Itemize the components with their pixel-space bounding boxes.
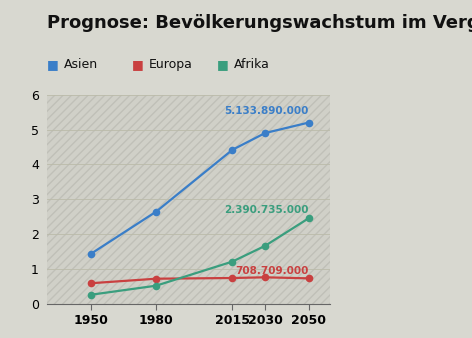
Asien — [306, 121, 312, 125]
Line: Europa: Europa — [87, 273, 312, 287]
Text: ■: ■ — [47, 58, 59, 71]
Text: Afrika: Afrika — [234, 58, 270, 71]
Line: Afrika: Afrika — [87, 214, 312, 298]
Text: ■: ■ — [132, 58, 144, 71]
Line: Asien: Asien — [87, 119, 312, 258]
Afrika — [262, 244, 268, 248]
Afrika — [88, 293, 93, 297]
Europa — [229, 276, 235, 280]
Text: 708.709.000: 708.709.000 — [235, 266, 309, 275]
Europa — [153, 277, 159, 281]
Afrika — [306, 216, 312, 220]
Asien — [262, 131, 268, 135]
Asien — [229, 148, 235, 152]
Text: 5.133.890.000: 5.133.890.000 — [224, 106, 309, 116]
Asien — [88, 252, 93, 256]
Europa — [262, 275, 268, 279]
Text: Asien: Asien — [64, 58, 98, 71]
Text: Europa: Europa — [149, 58, 193, 71]
Europa — [88, 281, 93, 285]
Text: Prognose: Bevölkerungswachstum im Vergleich: Prognose: Bevölkerungswachstum im Vergle… — [47, 14, 472, 31]
Asien — [153, 210, 159, 214]
Europa — [306, 276, 312, 281]
Afrika — [153, 284, 159, 288]
Text: 2.390.735.000: 2.390.735.000 — [224, 205, 309, 215]
Afrika — [229, 260, 235, 264]
Text: ■: ■ — [217, 58, 229, 71]
